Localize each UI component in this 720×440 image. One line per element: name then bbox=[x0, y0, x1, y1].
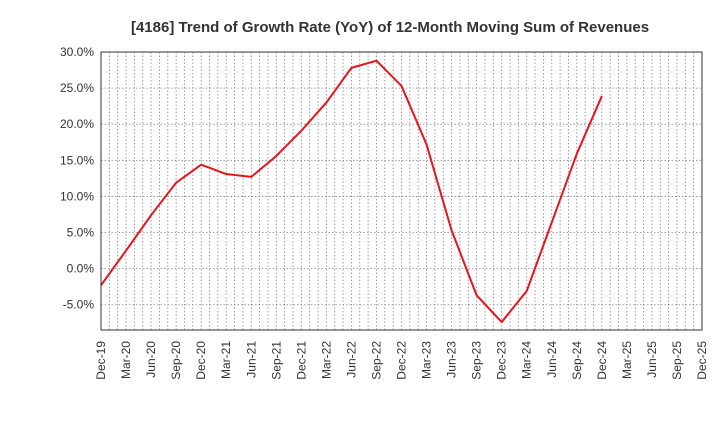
x-tick-label: Sep-22 bbox=[369, 341, 383, 380]
x-tick-label: Jun-22 bbox=[344, 341, 358, 378]
series-line-0 bbox=[100, 59, 603, 324]
y-tick-label: 30.0% bbox=[60, 45, 94, 59]
x-tick-label: Jun-24 bbox=[545, 341, 559, 378]
x-tick-label: Dec-25 bbox=[695, 341, 709, 380]
x-tick-label: Jun-25 bbox=[645, 341, 659, 378]
x-tick-label: Mar-20 bbox=[119, 341, 133, 379]
y-tick-label: 15.0% bbox=[60, 153, 94, 167]
x-tick-label: Mar-24 bbox=[520, 341, 534, 379]
x-axis-ticks: Dec-19 Mar-20 Jun-20 Sep-20 Dec-20 Mar-21 Jun-… bbox=[94, 341, 709, 380]
x-tick-label: Mar-21 bbox=[219, 341, 233, 379]
series-layer bbox=[100, 59, 603, 324]
y-tick-label: 20.0% bbox=[60, 117, 94, 131]
y-axis-ticks: 30.0% 25.0% 20.0% 15.0% 10.0% 5.0% 0.0% -5.0% bbox=[60, 45, 94, 312]
y-tick-label: -5.0% bbox=[63, 298, 95, 312]
x-tick-label: Mar-25 bbox=[620, 341, 634, 379]
x-tick-label: Dec-22 bbox=[395, 341, 409, 380]
x-tick-label: Sep-24 bbox=[570, 341, 584, 380]
x-tick-label: Jun-21 bbox=[244, 341, 258, 378]
x-tick-label: Sep-21 bbox=[269, 341, 283, 380]
y-tick-label: 25.0% bbox=[60, 81, 94, 95]
plot-frame bbox=[100, 51, 703, 331]
x-tick-label: Sep-20 bbox=[169, 341, 183, 380]
x-tick-label: Dec-20 bbox=[194, 341, 208, 380]
x-tick-label: Dec-19 bbox=[94, 341, 108, 380]
y-tick-label: 5.0% bbox=[67, 226, 95, 240]
chart-title: [4186] Trend of Growth Rate (YoY) of 12-… bbox=[131, 19, 649, 36]
x-tick-label: Sep-25 bbox=[670, 341, 684, 380]
x-tick-label: Dec-21 bbox=[294, 341, 308, 380]
x-tick-label: Dec-23 bbox=[495, 341, 509, 380]
y-tick-label: 10.0% bbox=[60, 189, 94, 203]
x-tick-label: Mar-23 bbox=[420, 341, 434, 379]
x-tick-label: Mar-22 bbox=[319, 341, 333, 379]
x-tick-label: Dec-24 bbox=[595, 341, 609, 380]
x-tick-label: Sep-23 bbox=[470, 341, 484, 380]
gridlines bbox=[101, 51, 702, 330]
y-tick-label: 0.0% bbox=[67, 262, 95, 276]
x-tick-label: Jun-20 bbox=[144, 341, 158, 378]
x-tick-label: Jun-23 bbox=[445, 341, 459, 378]
